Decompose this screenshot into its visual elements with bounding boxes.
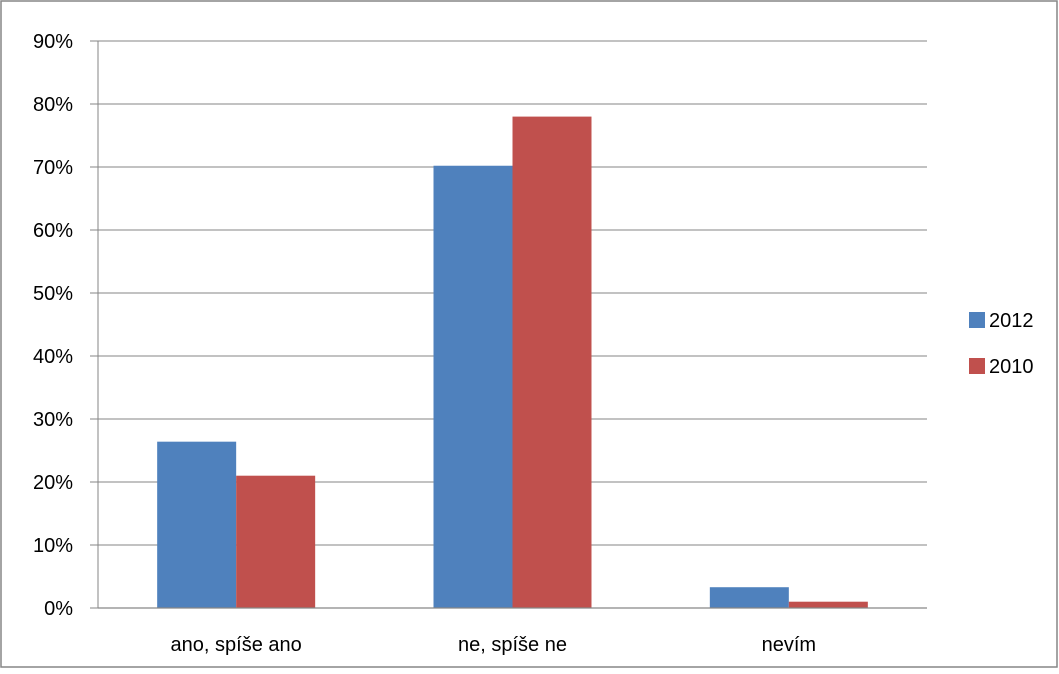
y-tick-label: 60% — [33, 220, 73, 242]
y-tick-label: 40% — [33, 346, 73, 368]
legend-label-2010: 2010 — [989, 356, 1034, 378]
bar-2012-0 — [157, 441, 237, 608]
y-tick-label: 10% — [33, 535, 73, 557]
bar-2012-1 — [433, 165, 513, 609]
legend-swatch-2010 — [969, 358, 985, 374]
bar-2010-2 — [788, 601, 868, 608]
legend-label-2012: 2012 — [989, 310, 1034, 332]
x-tick-label: ne, spíše ne — [458, 634, 567, 656]
x-tick-label: ano, spíše ano — [171, 634, 302, 656]
legend: 2012 2010 — [969, 310, 1034, 378]
axes: 0% 10% 20% 30% 40% 50% 60% 70% 80% 90% ano, spíše … — [33, 31, 927, 656]
legend-swatch-2012 — [969, 312, 985, 328]
y-tick-label: 80% — [33, 94, 73, 116]
bars — [157, 116, 868, 609]
x-tick-label: nevím — [762, 634, 816, 656]
y-tick-label: 70% — [33, 157, 73, 179]
bar-2010-1 — [512, 116, 592, 608]
y-tick-label: 0% — [44, 598, 73, 620]
bar-2012-2 — [709, 587, 789, 608]
bar-2010-0 — [236, 475, 316, 608]
y-tick-label: 30% — [33, 409, 73, 431]
y-tick-label: 50% — [33, 283, 73, 305]
y-tick-label: 90% — [33, 31, 73, 53]
y-tick-label: 20% — [33, 472, 73, 494]
